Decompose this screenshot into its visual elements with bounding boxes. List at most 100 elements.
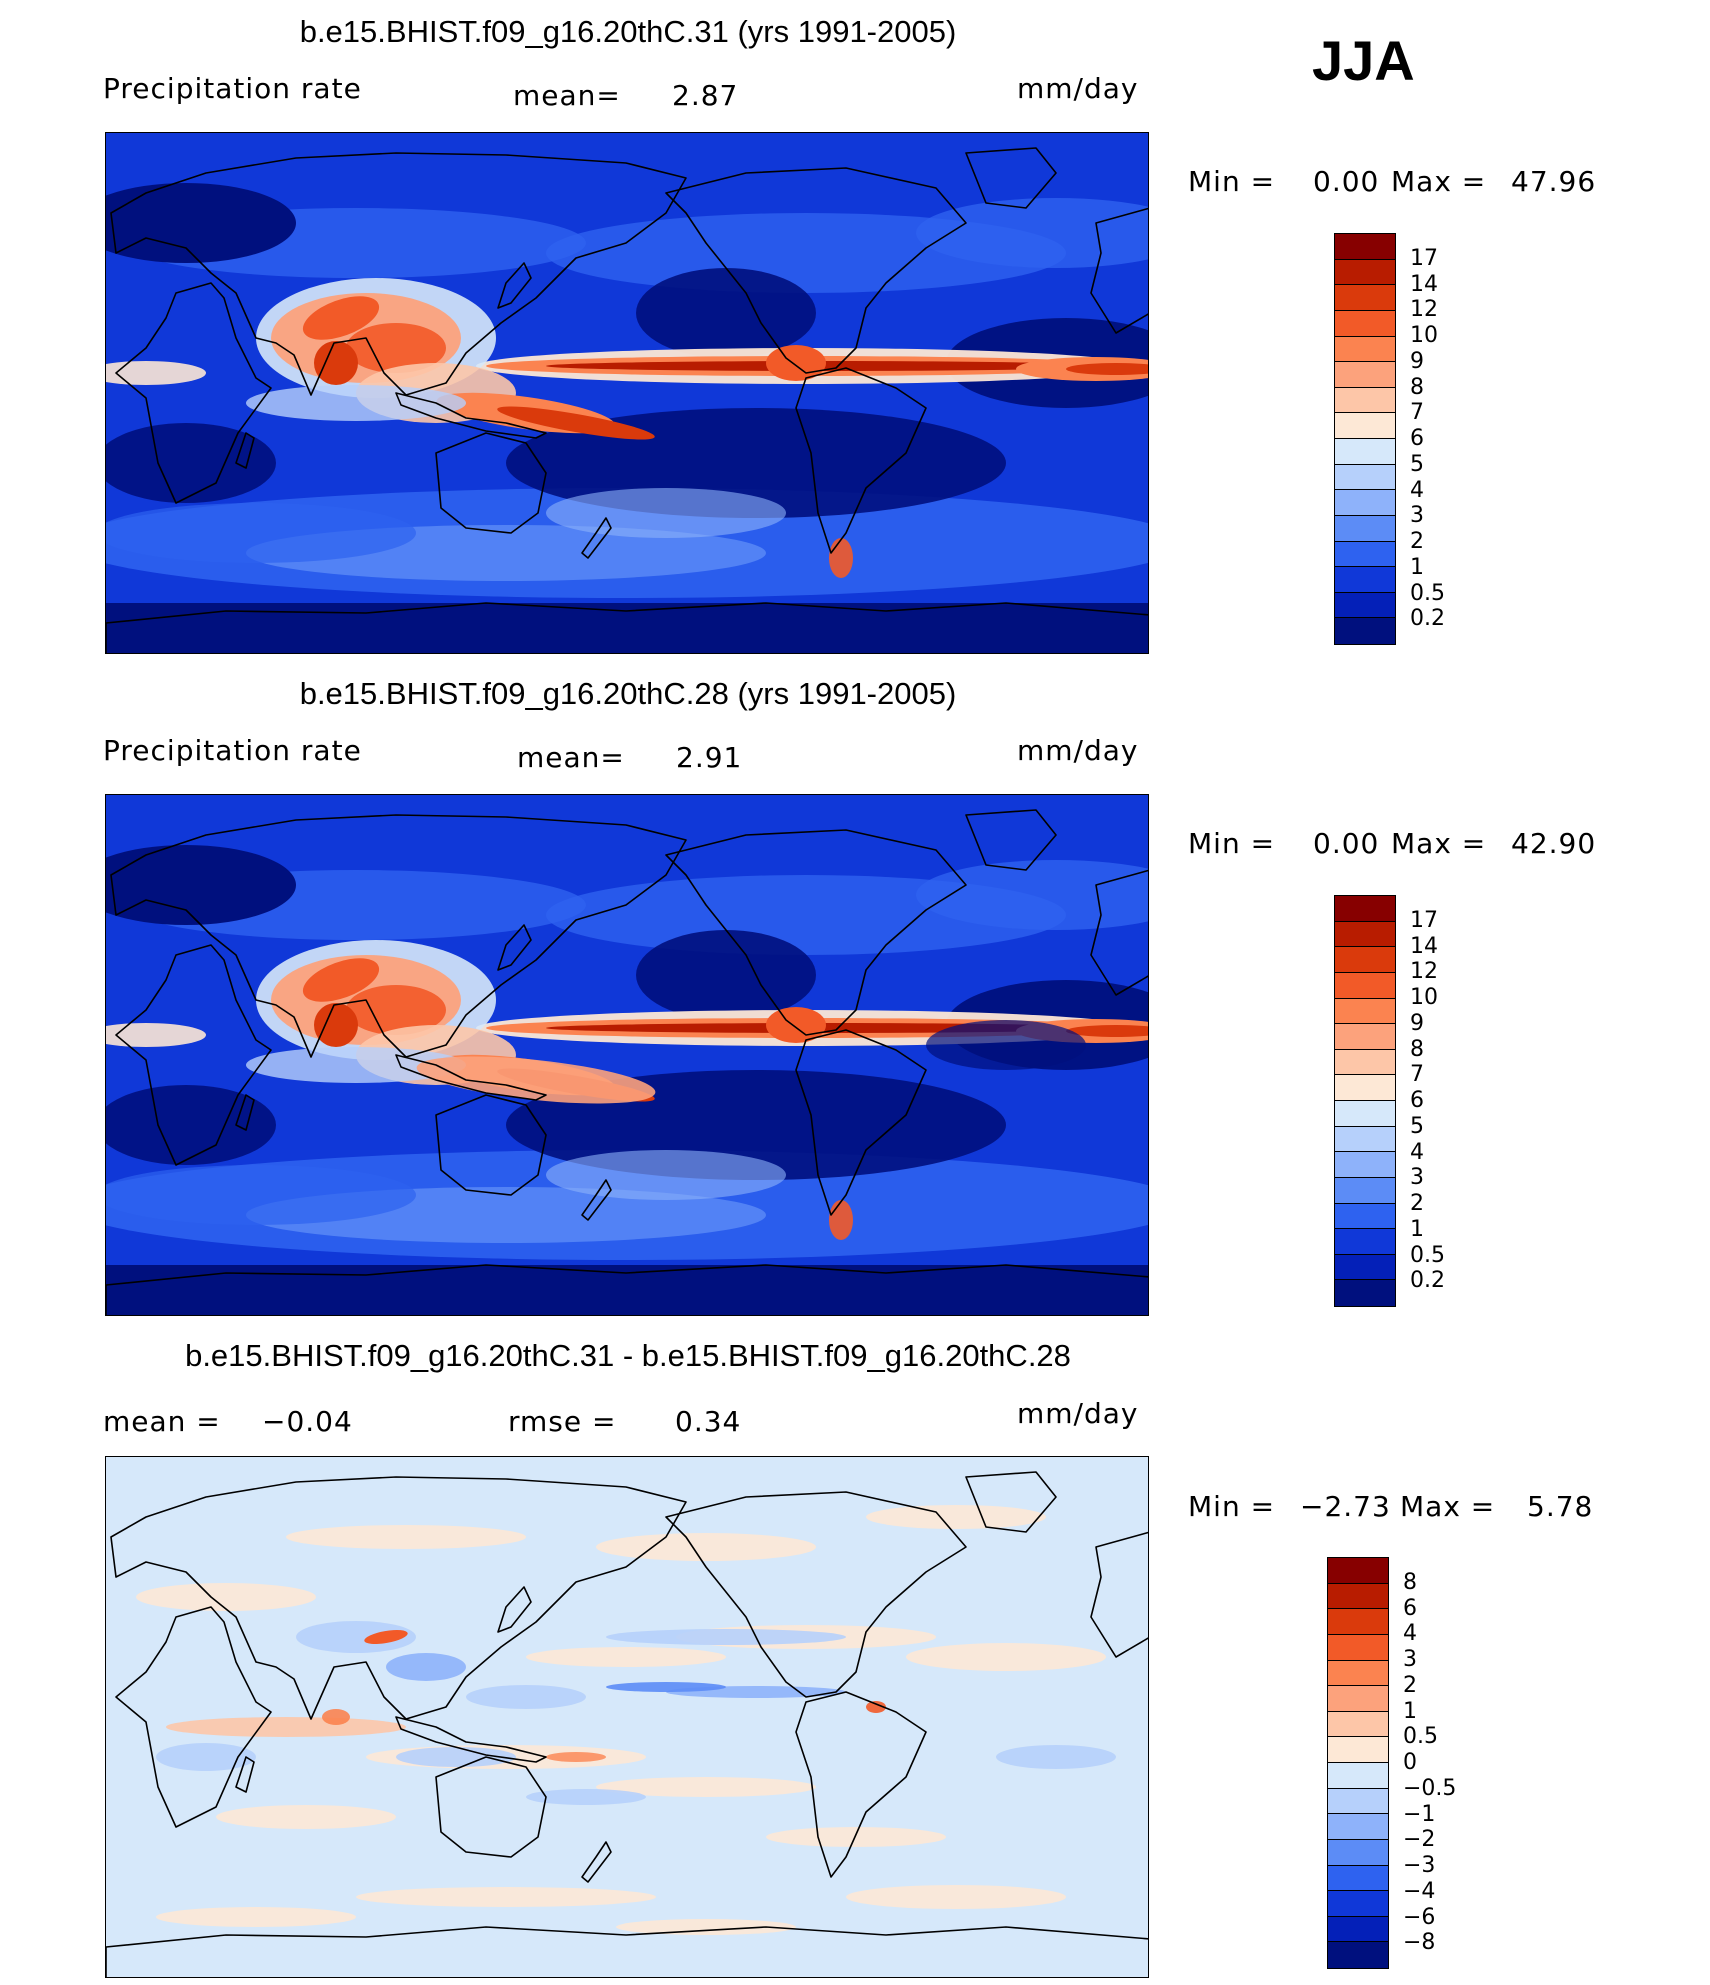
colorbar-swatch	[1335, 234, 1395, 260]
colorbar-swatch	[1335, 336, 1395, 363]
panel3-rmse-label: rmse =	[508, 1405, 617, 1438]
map-field	[106, 795, 1148, 1315]
panel1-colorbar	[1334, 233, 1396, 645]
colorbar-level-label: 4	[1410, 477, 1424, 503]
panel2-variable-label: Precipitation rate	[103, 734, 362, 767]
colorbar-level-label: 10	[1410, 323, 1438, 348]
colorbar-swatch	[1335, 541, 1395, 568]
colorbar-swatch	[1328, 1942, 1388, 1968]
panel3-units: mm/day	[1017, 1397, 1139, 1430]
colorbar-swatch	[1335, 1101, 1395, 1127]
colorbar-level-label: 1	[1410, 554, 1424, 580]
colorbar-level-label: 2	[1410, 529, 1424, 554]
panel3-mean-value: −0.04	[262, 1405, 353, 1438]
colorbar-swatch	[1335, 1126, 1395, 1153]
colorbar-swatch	[1335, 1152, 1395, 1178]
panel1-max-value: 47.96	[1511, 165, 1597, 198]
colorbar-swatch	[1335, 1075, 1395, 1101]
panel2-mean-value: 2.91	[676, 741, 743, 774]
colorbar-level-label: 10	[1410, 985, 1438, 1010]
panel3-max-label: Max =	[1400, 1490, 1496, 1523]
colorbar-level-label: −4	[1403, 1878, 1436, 1904]
map-field	[106, 1457, 1148, 1977]
colorbar-swatch	[1328, 1788, 1388, 1815]
colorbar-swatch	[1328, 1558, 1388, 1584]
colorbar-swatch	[1335, 592, 1395, 619]
colorbar-level-label: 2	[1410, 1191, 1424, 1216]
colorbar-swatch	[1335, 1177, 1395, 1204]
panel1-units: mm/day	[1017, 72, 1139, 105]
colorbar-swatch	[1328, 1609, 1388, 1635]
colorbar-swatch	[1335, 1254, 1395, 1281]
coastlines	[106, 147, 1148, 653]
colorbar-level-label: 12	[1410, 959, 1438, 985]
panel2-min-label: Min =	[1188, 827, 1276, 860]
colorbar-level-label: 1	[1403, 1698, 1417, 1724]
colorbar-level-label: 2	[1403, 1672, 1417, 1698]
colorbar-swatch	[1328, 1686, 1388, 1712]
colorbar-level-label: 0	[1403, 1750, 1417, 1775]
colorbar-swatch	[1335, 896, 1395, 922]
panel3-min-value: −2.73	[1300, 1490, 1391, 1523]
colorbar-swatch	[1335, 464, 1395, 491]
colorbar-level-label: −0.5	[1403, 1775, 1457, 1801]
colorbar-level-label: 14	[1410, 933, 1438, 959]
colorbar-swatch	[1335, 1280, 1395, 1306]
colorbar-level-label: −6	[1403, 1904, 1436, 1930]
colorbar-level-label: 4	[1403, 1621, 1417, 1647]
season-label: JJA	[1312, 29, 1415, 92]
panel2-max-label: Max =	[1391, 827, 1487, 860]
colorbar-swatch	[1335, 998, 1395, 1025]
colorbar-level-label: 0.2	[1410, 606, 1445, 632]
panel3-difference-map	[105, 1456, 1149, 1978]
colorbar-level-label: −8	[1403, 1930, 1436, 1956]
colorbar-swatch	[1328, 1916, 1388, 1943]
colorbar-level-label: 4	[1410, 1139, 1424, 1165]
panel1-mean-value: 2.87	[672, 79, 739, 112]
panel2-min-value: 0.00	[1313, 827, 1380, 860]
colorbar-swatch	[1335, 439, 1395, 465]
colorbar-level-label: 5	[1410, 451, 1424, 477]
colorbar-swatch	[1335, 490, 1395, 516]
panel1-max-label: Max =	[1391, 165, 1487, 198]
coastlines	[106, 809, 1148, 1315]
colorbar-swatch	[1328, 1814, 1388, 1840]
colorbar-swatch	[1335, 1203, 1395, 1230]
colorbar-swatch	[1328, 1763, 1388, 1789]
colorbar-swatch	[1335, 310, 1395, 337]
colorbar-level-label: 8	[1410, 1036, 1424, 1062]
colorbar-level-label: 9	[1410, 348, 1424, 374]
coastlines	[106, 1471, 1148, 1977]
colorbar-level-label: −3	[1403, 1853, 1436, 1878]
panel3-mean-label: mean =	[103, 1405, 221, 1438]
colorbar-swatch	[1328, 1583, 1388, 1610]
colorbar-swatch	[1335, 1024, 1395, 1050]
panel2-precipitation-map	[105, 794, 1149, 1316]
colorbar-swatch	[1335, 362, 1395, 388]
panel2-title: b.e15.BHIST.f09_g16.20thC.28 (yrs 1991-2…	[299, 676, 957, 711]
panel2-colorbar	[1334, 895, 1396, 1307]
colorbar-level-label: 8	[1403, 1569, 1417, 1595]
colorbar-level-label: 5	[1410, 1113, 1424, 1139]
colorbar-swatch	[1328, 1711, 1388, 1738]
panel2-max-value: 42.90	[1511, 827, 1597, 860]
panel1-title: b.e15.BHIST.f09_g16.20thC.31 (yrs 1991-2…	[299, 14, 957, 49]
colorbar-level-label: 6	[1403, 1595, 1417, 1621]
colorbar-level-label: −2	[1403, 1827, 1436, 1853]
map-field	[106, 133, 1148, 653]
colorbar-swatch	[1335, 1229, 1395, 1255]
colorbar-level-label: 0.5	[1410, 1242, 1445, 1268]
colorbar-level-label: 0.2	[1410, 1268, 1445, 1294]
colorbar-level-label: 0.5	[1403, 1724, 1438, 1750]
colorbar-swatch	[1335, 285, 1395, 311]
panel3-max-value: 5.78	[1527, 1490, 1594, 1523]
colorbar-level-label: 7	[1410, 1062, 1424, 1088]
colorbar-level-label: 1	[1410, 1216, 1424, 1242]
panel2-units: mm/day	[1017, 734, 1139, 767]
colorbar-swatch	[1335, 413, 1395, 439]
colorbar-swatch	[1335, 972, 1395, 999]
panel3-title: b.e15.BHIST.f09_g16.20thC.31 - b.e15.BHI…	[185, 1338, 1071, 1373]
colorbar-swatch	[1328, 1737, 1388, 1763]
colorbar-level-label: −1	[1403, 1801, 1436, 1827]
colorbar-swatch	[1328, 1865, 1388, 1892]
